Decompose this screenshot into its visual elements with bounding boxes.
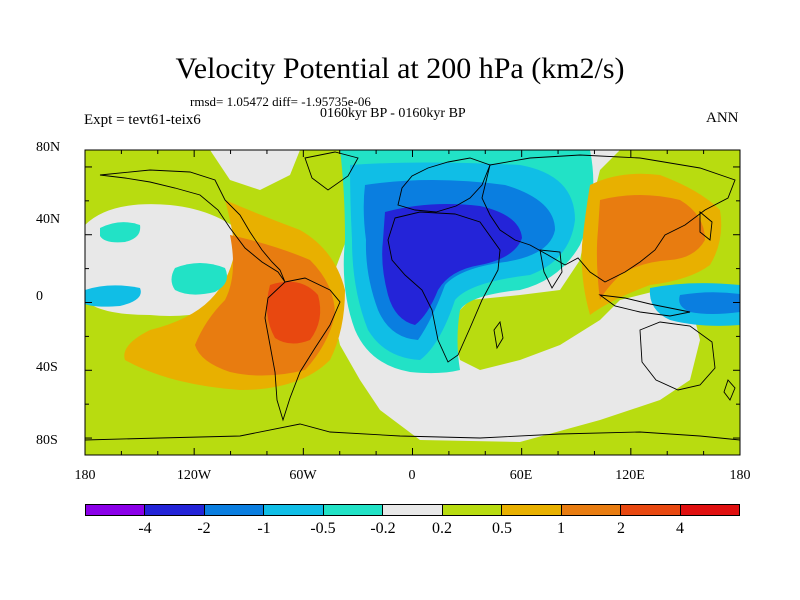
colorbar-swatch — [502, 505, 562, 515]
colorbar-swatch — [383, 505, 443, 515]
colorbar-label: 0.2 — [432, 520, 452, 537]
colorbar-swatch — [145, 505, 205, 515]
lat-tick-label: 0 — [36, 289, 43, 304]
lon-tick-label: 60W — [289, 468, 317, 483]
coastline-south-america — [264, 277, 341, 422]
positive-region-strong-america — [266, 281, 321, 344]
coastline-antarctica — [85, 423, 740, 441]
colorbar-label: -0.2 — [370, 520, 396, 537]
lon-tick-label: 180 — [74, 468, 96, 483]
lon-tick-label: 180 — [729, 468, 751, 483]
coastline-india — [539, 249, 563, 289]
negative-patch-east-pacific-edge — [85, 285, 141, 307]
negative-patch-north-pacific — [100, 222, 141, 243]
chart-title: Velocity Potential at 200 hPa (km2/s) — [175, 52, 625, 85]
period-label: 0160kyr BP - 0160kyr BP — [320, 106, 466, 121]
colorbar-label: 1 — [557, 520, 565, 537]
colorbar-label: -0.5 — [310, 520, 336, 537]
lon-tick-label: 60E — [509, 468, 533, 483]
colorbar-swatch — [561, 505, 622, 515]
lon-tick-label: 0 — [408, 468, 416, 483]
colorbar-swatch — [204, 505, 265, 515]
lat-tick-label: 40S — [36, 360, 58, 375]
colorbar-label: 0.5 — [492, 520, 512, 537]
colorbar-swatch — [323, 505, 384, 515]
colorbar-swatch — [621, 505, 681, 515]
season-label: ANN — [706, 110, 739, 126]
positive-region-moderate-asia — [596, 195, 705, 300]
negative-patch-central-pacific — [171, 263, 228, 295]
lon-tick-label: 120E — [615, 468, 645, 483]
colorbar-swatch — [264, 505, 324, 515]
axis-ticks — [84, 150, 741, 455]
coastlines — [85, 151, 740, 441]
colorbar-label: 2 — [617, 520, 625, 537]
coastline-japan — [699, 211, 713, 241]
coastline-australia — [639, 321, 716, 391]
coastline-madagascar — [493, 320, 504, 350]
lat-tick-label: 80N — [36, 140, 61, 155]
colorbar-swatch — [86, 505, 146, 515]
lat-tick-label: 80S — [36, 433, 58, 448]
lat-tick-label: 40N — [36, 212, 61, 227]
colorbar-label: -2 — [197, 520, 211, 537]
rmsd-diff-text: rmsd= 1.05472 diff= -1.95735e-06 — [190, 94, 371, 109]
colorbar-label: -1 — [257, 520, 271, 537]
colorbar-swatch — [680, 505, 739, 515]
lon-tick-label: 120W — [176, 468, 212, 483]
coastline-indonesia — [598, 294, 691, 317]
experiment-label: Expt = tevt61-teix6 — [84, 112, 201, 128]
coastline-new-zealand — [723, 379, 736, 401]
coastline-africa — [387, 211, 501, 363]
negative-region-core-africa — [382, 204, 522, 325]
coastline-asia — [481, 154, 736, 283]
contour-fields — [85, 150, 740, 455]
colorbar — [85, 504, 740, 516]
near-zero-region-arctic — [210, 150, 300, 190]
colorbar-swatch — [442, 505, 503, 515]
coastline-greenland — [304, 151, 359, 191]
colorbar-label: -4 — [138, 520, 152, 537]
negative-core-west-pacific — [679, 292, 740, 314]
colorbar-label: 4 — [676, 520, 684, 537]
